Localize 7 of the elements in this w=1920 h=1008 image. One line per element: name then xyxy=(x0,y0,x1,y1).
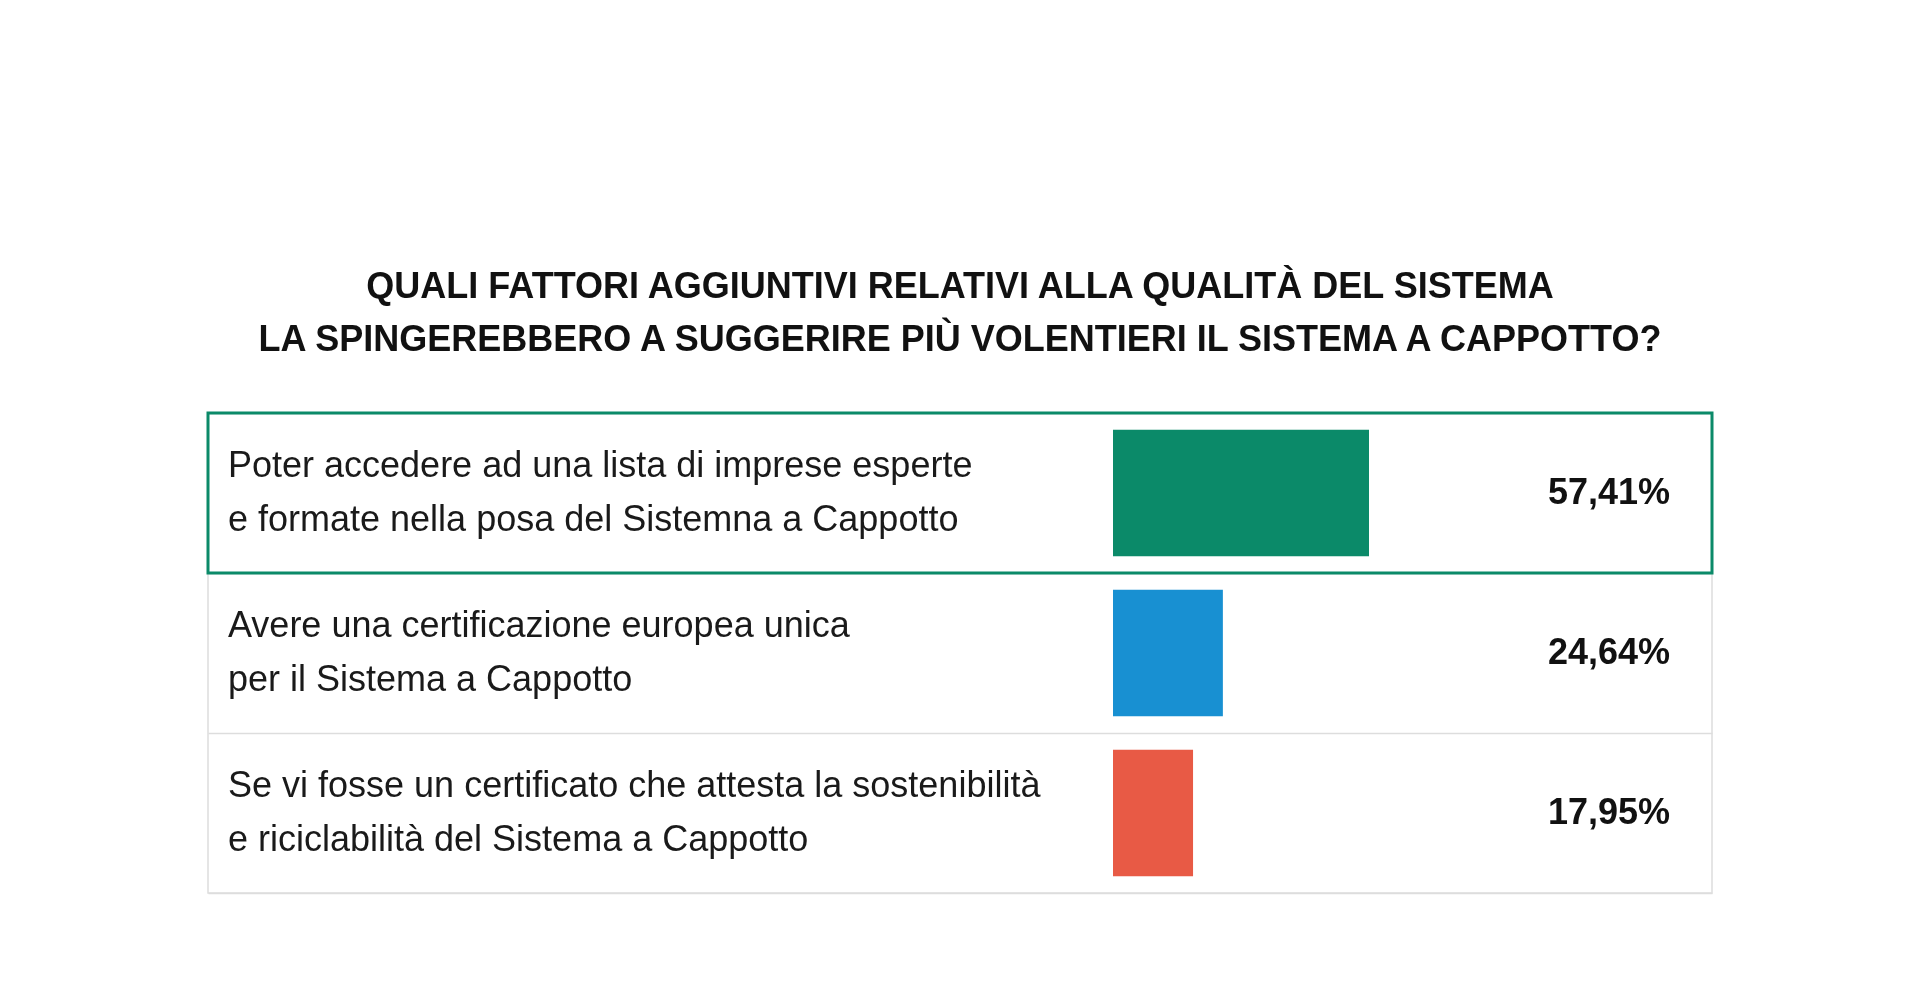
y-tick-label: Poter accedere ad una lista di imprese esperte e formate nella posa del Sistemna a Cappotto xyxy=(228,444,973,539)
data-label: 24,64% xyxy=(1547,631,1670,672)
y-tick-label: Avere una certificazione europea unica per il Sistema a Cappotto xyxy=(228,604,851,699)
chart-title: QUALI FATTORI AGGIUNTIVI RELATIVI ALLA QUALITÀ DEL SISTEMA LA SPINGEREBBERO A SUGGERIRE PIÙ VOLENTIERI IL SISTEMA A CAPPOTTO? xyxy=(258,264,1662,359)
data-label: 57,41% xyxy=(1547,471,1670,512)
y-tick-label: Se vi fosse un certificato che attesta la sostenibilità e riciclabilità del Sistema a Cappotto xyxy=(228,764,1042,859)
data-label: 17,95% xyxy=(1547,791,1670,832)
